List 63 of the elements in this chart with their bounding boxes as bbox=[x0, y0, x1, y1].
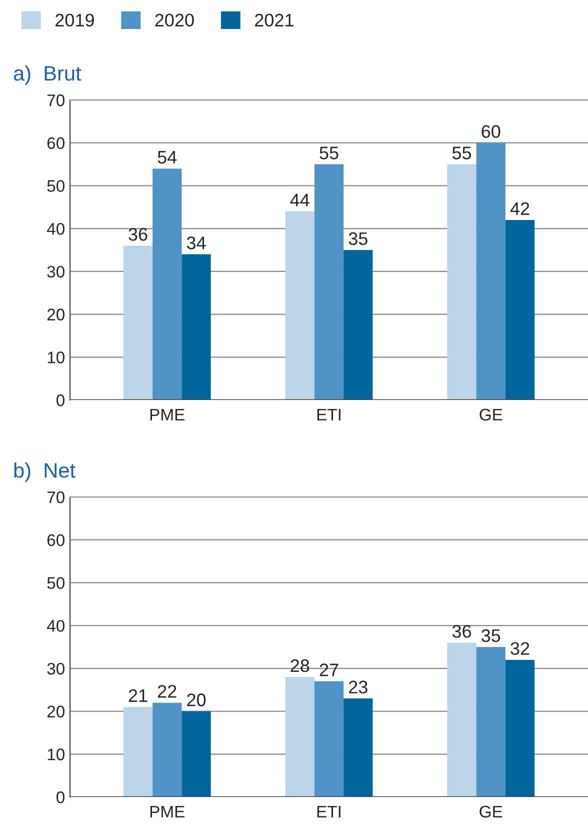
data-label: 22 bbox=[158, 684, 176, 698]
bar bbox=[505, 660, 535, 797]
bar bbox=[123, 246, 153, 400]
y-tick-label: 30 bbox=[47, 662, 64, 675]
data-label: 28 bbox=[290, 659, 310, 672]
x-tick-label: GE bbox=[480, 408, 502, 421]
y-tick-label: 50 bbox=[47, 577, 64, 589]
data-label: 36 bbox=[452, 624, 471, 638]
x-tick-label: ETI bbox=[317, 408, 340, 420]
bar bbox=[344, 698, 373, 797]
data-label: 42 bbox=[510, 202, 530, 215]
bar bbox=[476, 142, 506, 400]
data-label: 21 bbox=[128, 689, 148, 702]
data-label: 35 bbox=[348, 232, 368, 246]
bar bbox=[182, 254, 211, 400]
y-tick-label: 50 bbox=[47, 180, 64, 192]
y-tick-label: 30 bbox=[47, 266, 64, 278]
y-tick-label: 40 bbox=[46, 620, 64, 632]
bar bbox=[314, 164, 344, 400]
data-label: 44 bbox=[290, 194, 310, 206]
legend-label: 2019 bbox=[56, 14, 94, 27]
bar bbox=[447, 642, 476, 797]
data-label: 36 bbox=[128, 228, 148, 241]
x-tick-label: PME bbox=[150, 408, 184, 420]
data-label: 55 bbox=[452, 146, 472, 160]
bar bbox=[505, 220, 535, 400]
data-label: 60 bbox=[482, 125, 500, 138]
legend-label: 2020 bbox=[155, 14, 194, 27]
y-tick-label: 0 bbox=[56, 791, 64, 804]
bar bbox=[344, 250, 373, 400]
chart-title: b) Net bbox=[14, 462, 76, 482]
bar bbox=[447, 164, 476, 400]
y-tick-label: 0 bbox=[56, 394, 64, 406]
x-tick-label: ETI bbox=[317, 806, 340, 818]
bar bbox=[285, 211, 314, 400]
y-tick-label: 20 bbox=[47, 706, 64, 718]
data-label: 54 bbox=[158, 151, 177, 164]
legend-label: 2021 bbox=[255, 14, 294, 27]
bar bbox=[285, 677, 314, 797]
y-tick-label: 70 bbox=[47, 491, 64, 504]
bar bbox=[182, 711, 211, 797]
y-tick-label: 10 bbox=[48, 748, 64, 760]
y-tick-label: 60 bbox=[47, 137, 64, 150]
y-tick-label: 10 bbox=[48, 352, 64, 364]
y-tick-label: 20 bbox=[47, 308, 64, 320]
y-tick-label: 40 bbox=[46, 222, 64, 235]
bar bbox=[123, 707, 153, 797]
x-tick-label: PME bbox=[150, 806, 184, 818]
data-label: 55 bbox=[320, 146, 338, 160]
bar bbox=[314, 681, 344, 797]
y-tick-label: 70 bbox=[47, 94, 64, 106]
data-label: 20 bbox=[187, 694, 206, 706]
data-label: 23 bbox=[349, 680, 368, 694]
bar bbox=[476, 647, 506, 797]
bar bbox=[152, 168, 182, 400]
data-label: 32 bbox=[510, 642, 530, 655]
x-tick-label: GE bbox=[480, 806, 502, 818]
y-tick-label: 60 bbox=[47, 534, 64, 546]
bar bbox=[152, 702, 182, 797]
data-label: 34 bbox=[186, 236, 206, 250]
data-label: 35 bbox=[482, 629, 500, 642]
chart-title: a) Brut bbox=[14, 65, 82, 85]
data-label: 27 bbox=[320, 664, 338, 676]
